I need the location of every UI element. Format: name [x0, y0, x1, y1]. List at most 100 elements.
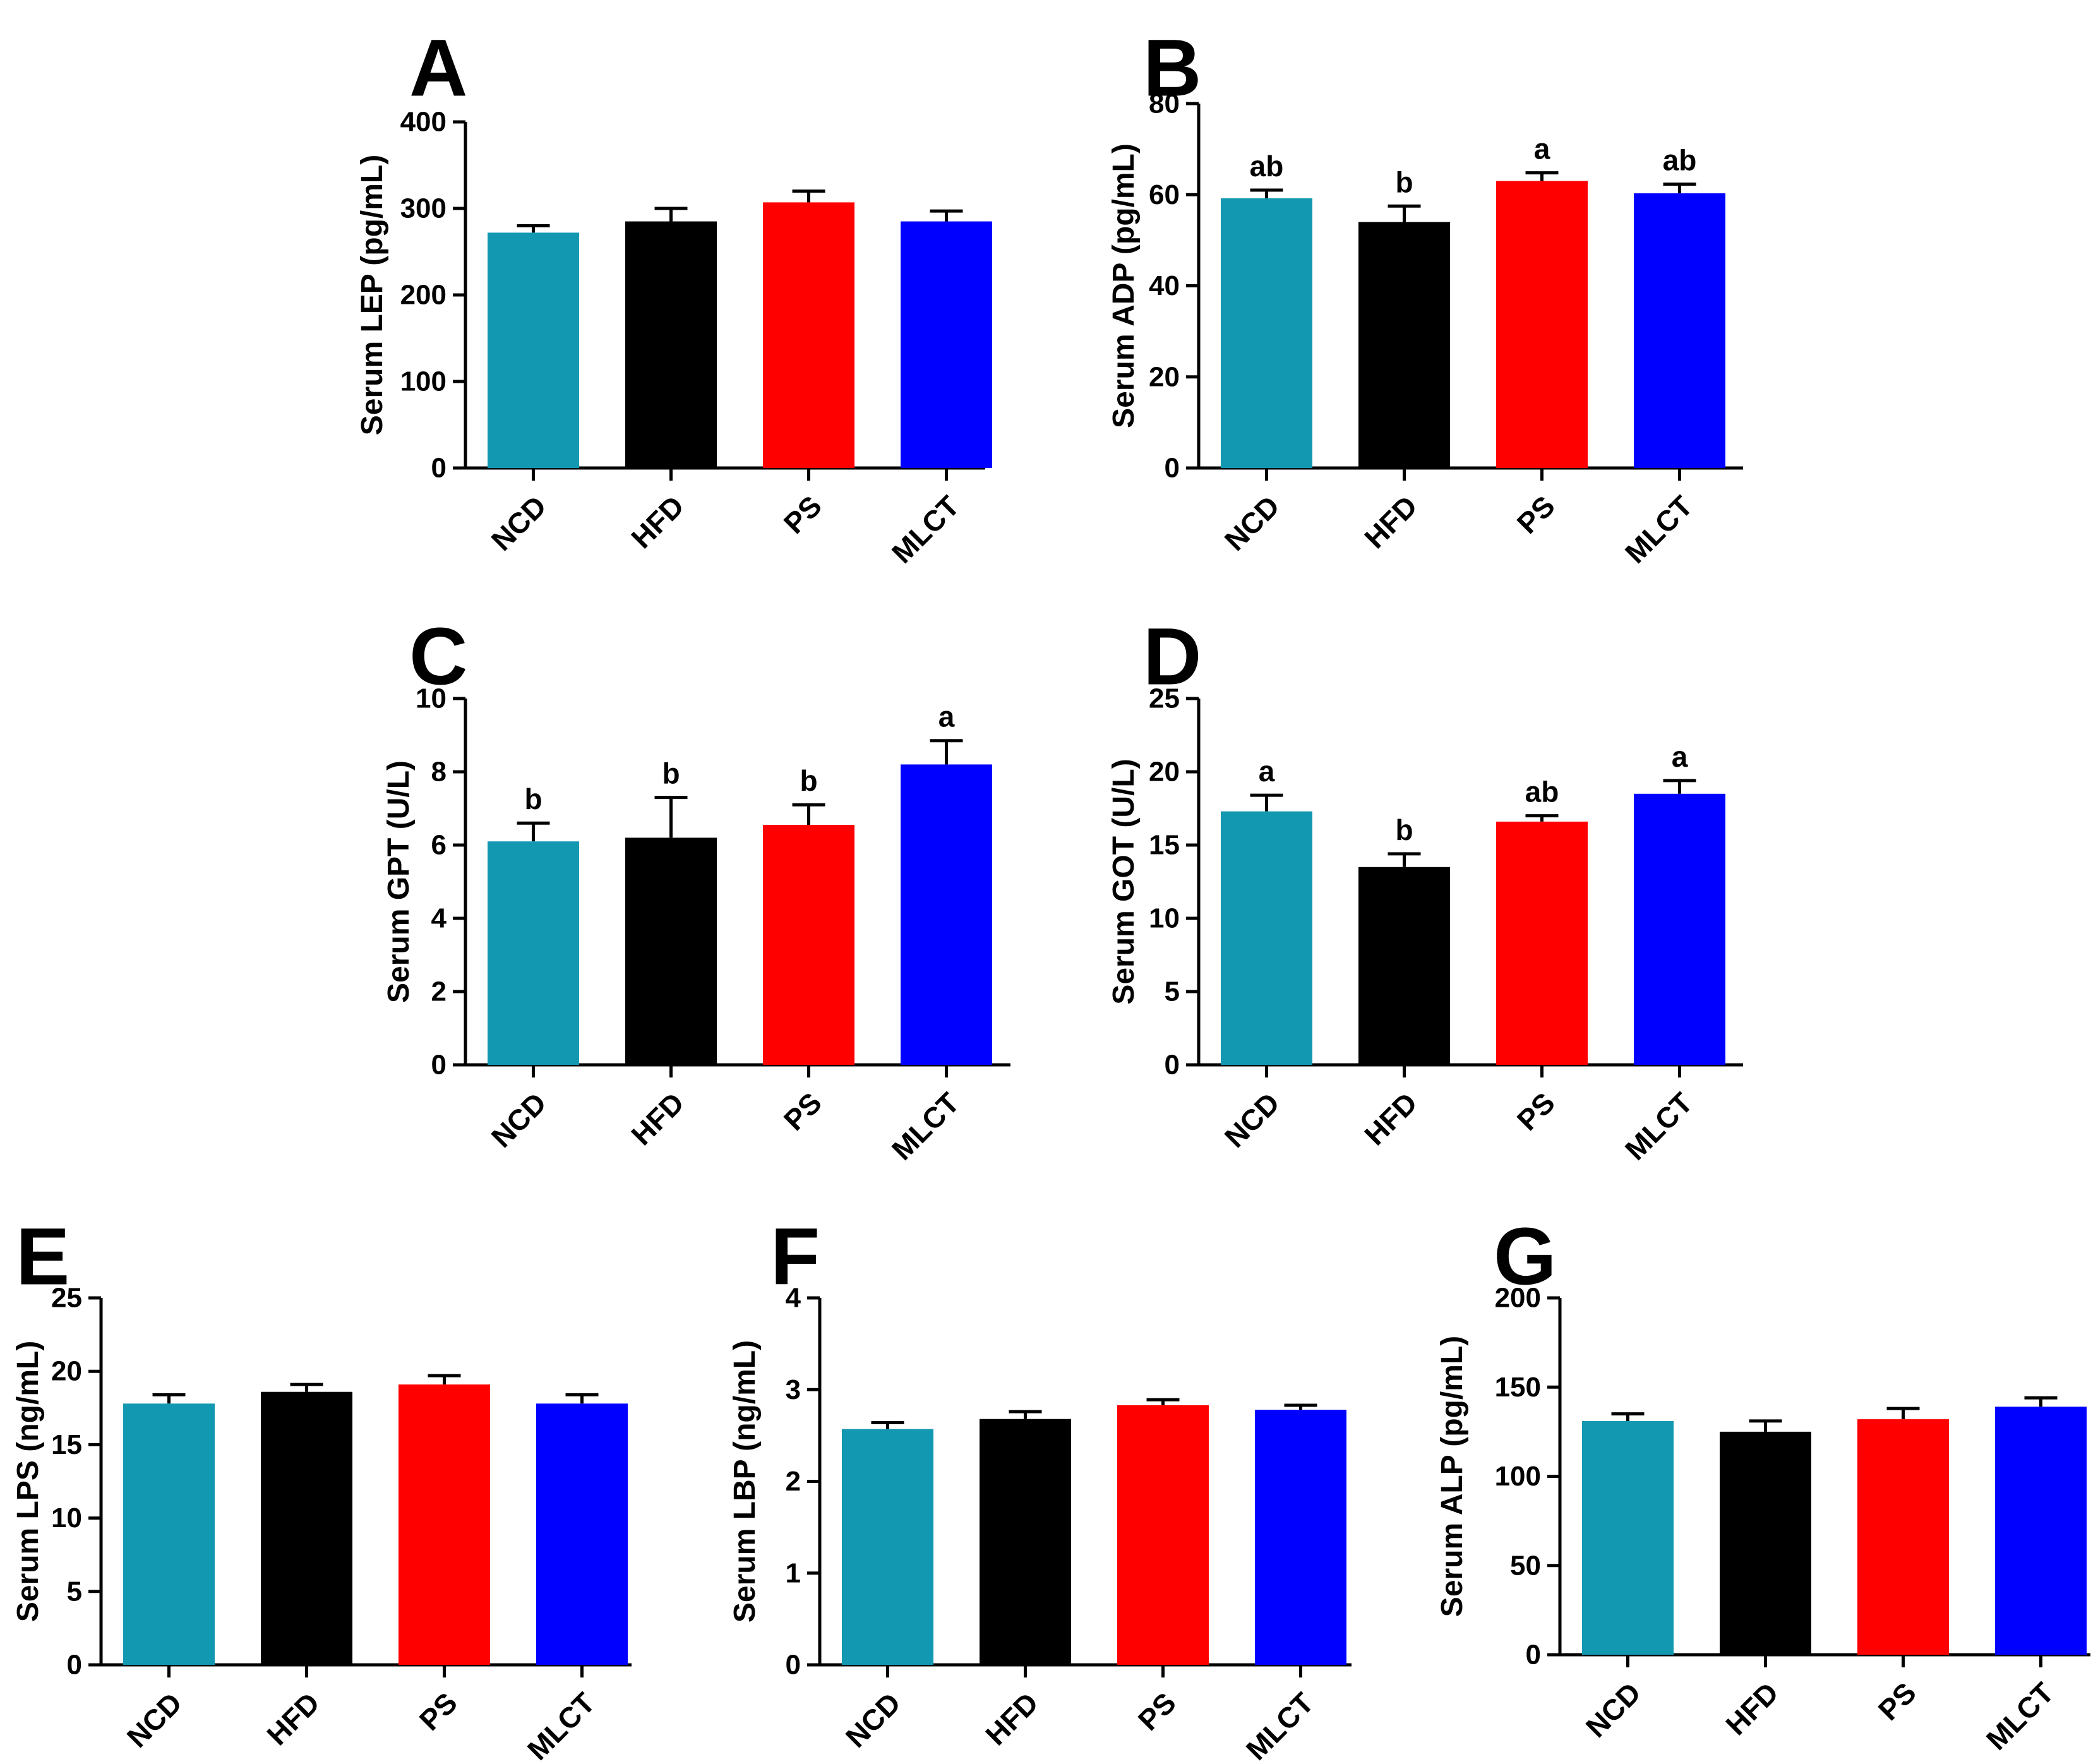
bar-a-mlct [901, 221, 992, 468]
y-tick-label-b-4: 80 [1149, 88, 1180, 119]
y-tick-label-e-5: 25 [51, 1283, 82, 1314]
bar-e-ps [399, 1384, 490, 1665]
panel-letter-d: D [1143, 612, 1201, 702]
panel-letter-e: E [16, 1212, 69, 1302]
y-tick-label-c-2: 4 [431, 903, 447, 934]
x-category-label-a-ncd: NCD [485, 489, 553, 557]
x-category-label-a-mlct: MLCT [885, 489, 966, 570]
y-tick-label-d-5: 25 [1149, 683, 1180, 714]
x-category-label-g-hfd: HFD [1719, 1676, 1785, 1742]
x-category-label-f-ncd: NCD [839, 1686, 907, 1754]
x-category-label-e-hfd: HFD [260, 1686, 326, 1752]
y-tick-label-f-2: 2 [786, 1466, 801, 1497]
y-tick-label-d-1: 5 [1165, 976, 1180, 1007]
y-tick-label-c-5: 10 [416, 683, 447, 714]
x-category-label-c-mlct: MLCT [885, 1086, 966, 1167]
y-tick-label-b-0: 0 [1165, 453, 1180, 484]
bar-g-ncd [1582, 1420, 1674, 1655]
bar-c-hfd [625, 837, 717, 1065]
y-axis-title-f: Serum LBP (ng/mL) [728, 1340, 762, 1623]
y-axis-title-c: Serum GPT (U/L) [382, 760, 416, 1003]
y-tick-label-d-3: 15 [1149, 830, 1180, 861]
sig-label-c-mlct: a [938, 700, 955, 733]
bar-e-mlct [536, 1403, 628, 1665]
y-tick-label-g-3: 150 [1495, 1372, 1541, 1403]
panel-g-alp-chart: G Serum ALP (pg/mL) 0 50 100 150 200 NCD HFD PS ML… [1436, 1212, 2090, 1756]
sig-label-b-hfd: b [1395, 165, 1413, 198]
y-tick-label-a-3: 300 [400, 193, 447, 224]
bar-a-ncd [488, 232, 579, 468]
bar-f-hfd [980, 1419, 1071, 1665]
bar-c-ps [763, 825, 854, 1065]
x-category-label-d-ncd: NCD [1218, 1086, 1286, 1154]
x-category-label-b-ncd: NCD [1218, 489, 1286, 557]
bar-d-mlct [1634, 793, 1725, 1065]
y-tick-label-d-2: 10 [1149, 903, 1180, 934]
y-tick-label-f-0: 0 [786, 1650, 801, 1681]
bar-c-ncd [488, 841, 579, 1065]
bar-f-ps [1117, 1405, 1209, 1665]
y-axis-title-b: Serum ADP (pg/mL) [1107, 143, 1141, 428]
y-tick-label-b-3: 60 [1149, 179, 1180, 210]
bar-b-ps [1496, 181, 1588, 468]
bar-f-mlct [1255, 1410, 1346, 1665]
panel-e-lps-chart: E Serum LPS (ng/mL) 0 5 10 15 20 25 NCD HFD PS MLCT [11, 1212, 632, 1764]
sig-label-c-ps: b [800, 764, 817, 797]
bar-d-hfd [1358, 867, 1450, 1065]
y-tick-label-c-4: 8 [431, 757, 447, 788]
sig-label-b-ps: a [1534, 133, 1550, 165]
bar-b-ncd [1221, 198, 1312, 468]
x-category-label-e-ps: PS [413, 1686, 464, 1737]
x-category-label-g-ncd: NCD [1579, 1676, 1647, 1744]
y-axis-title-g: Serum ALP (pg/mL) [1436, 1336, 1469, 1617]
bar-e-ncd [123, 1403, 215, 1665]
sig-label-b-ncd: ab [1250, 150, 1284, 183]
panel-letter-c: C [409, 612, 467, 702]
bar-g-ps [1857, 1419, 1949, 1655]
bar-f-ncd [842, 1429, 933, 1665]
x-category-label-c-hfd: HFD [625, 1086, 690, 1152]
y-tick-label-g-0: 0 [1526, 1640, 1541, 1671]
y-tick-label-f-3: 3 [786, 1374, 801, 1405]
sig-label-b-mlct: ab [1663, 144, 1697, 177]
panel-letter-g: G [1494, 1212, 1557, 1302]
bar-b-mlct [1634, 193, 1725, 468]
bar-d-ps [1496, 821, 1588, 1065]
panel-letter-f: F [770, 1212, 820, 1302]
x-category-label-b-hfd: HFD [1358, 489, 1424, 555]
y-tick-label-e-3: 15 [51, 1429, 82, 1460]
x-category-label-d-ps: PS [1511, 1086, 1561, 1137]
sig-label-d-hfd: b [1395, 813, 1413, 846]
y-tick-label-b-2: 40 [1149, 270, 1180, 301]
y-tick-label-g-1: 50 [1510, 1550, 1541, 1581]
bar-a-hfd [625, 221, 717, 468]
y-tick-label-e-4: 20 [51, 1356, 82, 1387]
x-category-label-g-mlct: MLCT [1980, 1676, 2060, 1756]
sig-label-d-mlct: a [1672, 740, 1688, 773]
sig-label-d-ncd: a [1259, 755, 1275, 788]
y-axis-title-a: Serum LEP (pg/mL) [356, 155, 389, 436]
y-tick-label-b-1: 20 [1149, 361, 1180, 392]
y-tick-label-g-2: 100 [1495, 1461, 1541, 1492]
bar-c-mlct [901, 764, 992, 1065]
bar-a-ps [763, 202, 854, 468]
sig-label-d-ps: ab [1525, 776, 1559, 808]
y-tick-label-c-3: 6 [431, 830, 447, 861]
panel-letter-b: B [1143, 23, 1201, 114]
y-tick-label-a-1: 100 [400, 366, 447, 397]
panel-letter-a: A [409, 23, 467, 114]
bar-d-ncd [1221, 811, 1312, 1065]
y-tick-label-c-1: 2 [431, 976, 447, 1007]
panel-a-leptin-chart: A Serum LEP (pg/mL) 0 100 200 300 400 NCD HFD PS M… [356, 23, 992, 570]
bar-g-mlct [1995, 1407, 2087, 1655]
x-category-label-f-ps: PS [1132, 1686, 1182, 1737]
y-tick-label-d-0: 0 [1165, 1050, 1180, 1081]
bar-g-hfd [1720, 1431, 1811, 1655]
x-category-label-b-mlct: MLCT [1619, 489, 1699, 570]
x-category-label-f-mlct: MLCT [1240, 1686, 1320, 1764]
x-category-label-d-mlct: MLCT [1619, 1086, 1699, 1167]
sig-label-c-ncd: b [524, 783, 542, 815]
x-category-label-e-ncd: NCD [121, 1686, 188, 1754]
x-category-label-d-hfd: HFD [1358, 1086, 1424, 1152]
